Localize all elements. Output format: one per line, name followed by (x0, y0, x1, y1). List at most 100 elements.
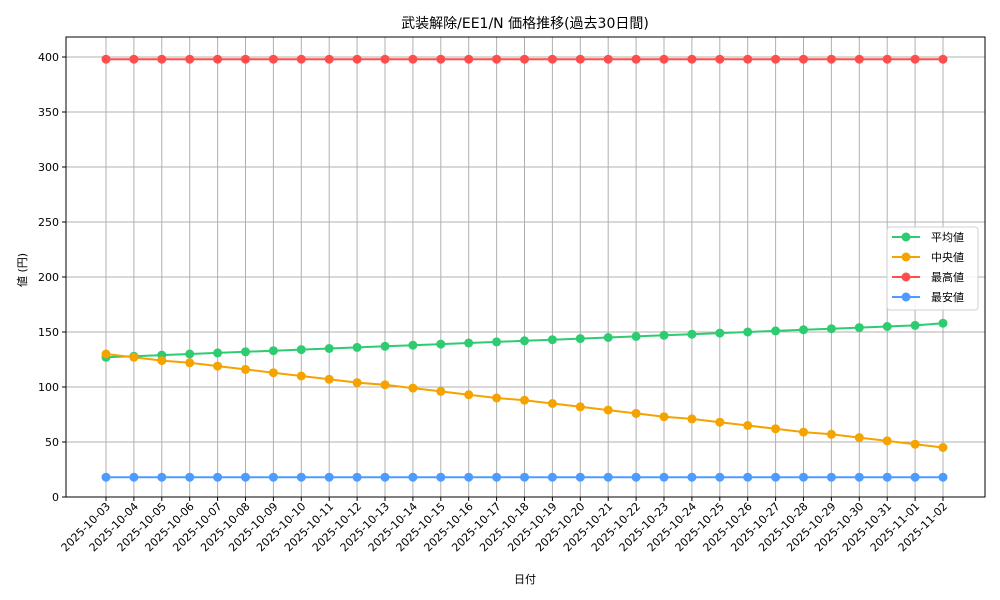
data-point (603, 333, 613, 342)
y-tick-label: 400 (38, 51, 59, 64)
y-axis-label: 値 (円) (16, 253, 29, 287)
data-point (743, 421, 753, 430)
data-point (101, 472, 111, 482)
data-point (631, 472, 641, 482)
data-point (464, 54, 474, 64)
legend-label: 最高値 (931, 270, 964, 284)
data-point (352, 54, 362, 64)
data-point (436, 339, 446, 349)
data-point (296, 472, 306, 482)
legend-swatch-marker (901, 252, 911, 262)
data-point (938, 54, 948, 64)
data-point (826, 472, 836, 482)
data-point (268, 54, 278, 64)
data-point (464, 338, 474, 348)
data-point (520, 472, 529, 482)
y-tick-label: 0 (52, 491, 59, 504)
series-中央値 (101, 349, 948, 452)
data-point (910, 320, 920, 330)
data-point (854, 323, 864, 333)
data-point (492, 472, 502, 482)
legend-label: 中央値 (931, 251, 964, 264)
chart-title: 武装解除/EE1/N 価格推移(過去30日間) (401, 16, 649, 32)
data-point (687, 54, 697, 64)
data-point (631, 408, 641, 418)
plot-frame (65, 36, 986, 498)
data-point (213, 348, 223, 358)
data-point (520, 395, 529, 405)
data-point (352, 472, 362, 482)
data-point (771, 424, 781, 434)
data-point (241, 364, 250, 374)
data-point (268, 368, 278, 378)
data-point (408, 472, 418, 482)
data-point (771, 472, 781, 482)
data-point (799, 427, 808, 437)
y-tick-label: 350 (38, 106, 59, 119)
series-最安値 (101, 472, 948, 482)
data-point (575, 472, 585, 482)
data-point (743, 54, 753, 64)
y-tick-label: 200 (38, 271, 59, 284)
data-point (743, 327, 753, 337)
data-point (882, 472, 892, 482)
data-point (268, 472, 278, 482)
data-point (352, 378, 362, 388)
series-平均値 (101, 318, 948, 362)
data-point (492, 393, 502, 403)
legend-label: 最安値 (931, 290, 964, 304)
data-point (910, 439, 920, 449)
data-point (241, 472, 250, 482)
data-point (826, 54, 836, 64)
data-point (854, 54, 864, 64)
data-point (324, 374, 334, 384)
series-最高値 (101, 54, 948, 64)
data-point (268, 346, 278, 356)
data-point (101, 54, 111, 64)
data-point (185, 54, 195, 64)
y-tick-label: 50 (45, 436, 59, 449)
data-point (659, 472, 669, 482)
data-point (520, 54, 529, 64)
data-point (882, 322, 892, 331)
data-point (241, 54, 250, 64)
data-point (547, 472, 557, 482)
data-point (213, 472, 223, 482)
data-point (603, 472, 613, 482)
data-point (687, 329, 697, 339)
data-point (157, 356, 167, 366)
data-point (157, 472, 167, 482)
data-point (799, 54, 808, 64)
data-point (352, 342, 362, 352)
data-point (938, 318, 948, 328)
y-tick-label: 300 (38, 161, 59, 174)
data-point (436, 386, 446, 396)
data-point (101, 349, 111, 359)
data-point (520, 336, 529, 346)
data-point (157, 54, 167, 64)
data-point (241, 347, 250, 357)
legend-swatch-marker (901, 292, 911, 302)
y-axis-ticks: 0 50 100 150 200 250 300 350 400 (38, 51, 66, 504)
legend-swatch-marker (901, 232, 911, 242)
data-point (324, 344, 334, 353)
data-point (129, 54, 139, 64)
data-point (743, 472, 753, 482)
data-point (213, 361, 223, 371)
data-point (492, 54, 502, 64)
data-point (492, 337, 502, 347)
data-point (408, 54, 418, 64)
data-point (213, 54, 223, 64)
data-point (771, 326, 781, 336)
data-point (631, 331, 641, 341)
data-point (771, 54, 781, 64)
data-point (938, 443, 948, 452)
data-point (464, 472, 474, 482)
data-point (631, 54, 641, 64)
data-point (603, 405, 613, 415)
data-point (296, 345, 306, 355)
data-point (380, 380, 390, 390)
y-tick-label: 100 (38, 381, 59, 394)
data-point (547, 54, 557, 64)
